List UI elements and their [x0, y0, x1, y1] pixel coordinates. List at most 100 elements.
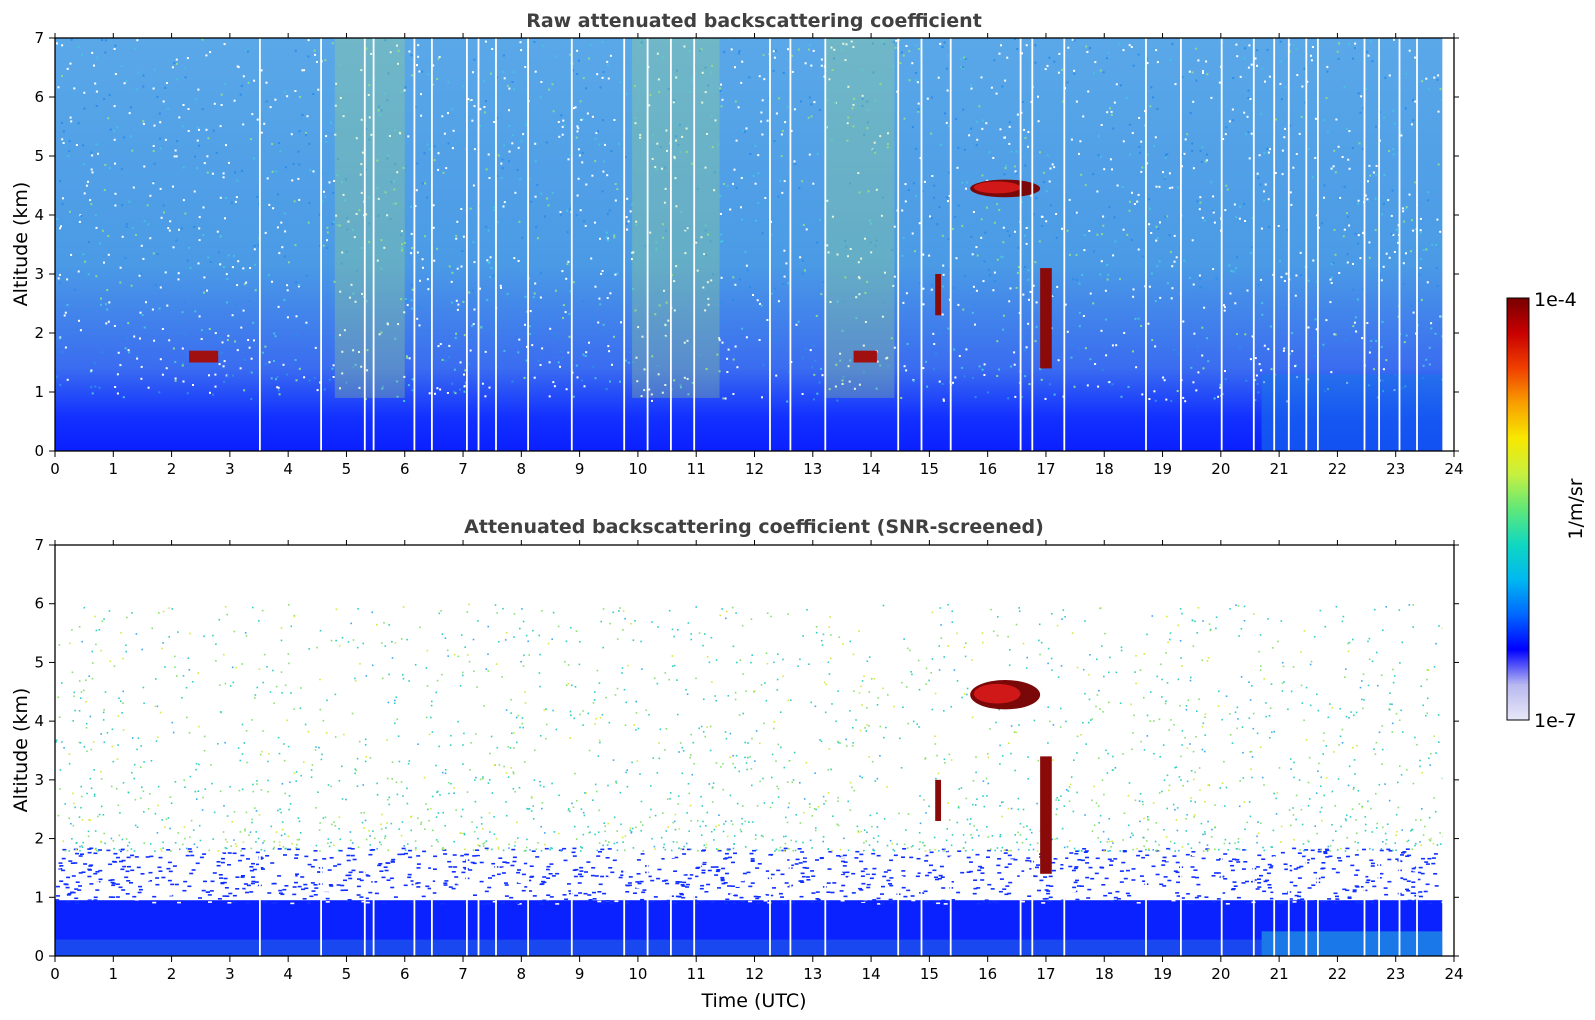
aerosol-speck [432, 868, 437, 870]
speckle [417, 55, 420, 58]
speckle [194, 310, 197, 313]
speckle [1073, 69, 1076, 72]
aerosol-speck [715, 870, 720, 873]
aerosol-speck [542, 876, 547, 878]
speckle [1159, 221, 1161, 224]
noise-speck [299, 832, 302, 834]
speckle [1016, 271, 1019, 274]
aerosol-speck [871, 873, 876, 876]
aerosol-speck [200, 851, 205, 854]
speckle [552, 315, 555, 318]
speckle [952, 381, 954, 384]
speckle [1212, 211, 1215, 214]
aerosol-speck [470, 861, 475, 864]
speckle [1102, 224, 1105, 227]
speckle [601, 270, 604, 272]
aerosol-speck [851, 897, 856, 900]
speckle [420, 93, 422, 96]
speckle [508, 109, 510, 112]
speckle [473, 148, 476, 151]
noise-speck [595, 717, 597, 720]
speckle [1016, 48, 1019, 50]
aerosol-speck [88, 869, 92, 871]
aerosol-speck [408, 856, 413, 859]
speckle [1024, 164, 1027, 167]
aerosol-speck [1345, 889, 1350, 892]
noise-speck [1219, 787, 1221, 789]
speckle [1025, 242, 1028, 245]
speckle [982, 119, 985, 122]
noise-speck [1278, 767, 1281, 769]
speckle [206, 171, 209, 174]
aerosol-speck [202, 874, 207, 876]
aerosol-speck [246, 858, 250, 860]
aerosol-speck [637, 882, 642, 885]
speckle [91, 171, 94, 174]
aerosol-speck [1355, 900, 1360, 902]
aerosol-speck [325, 901, 330, 903]
speckle [392, 202, 395, 205]
x-tick-label: 5 [342, 460, 352, 478]
speckle [675, 205, 678, 208]
noise-speck [516, 821, 518, 824]
noise-speck [1038, 639, 1040, 642]
speckle [551, 83, 554, 86]
speckle [782, 282, 785, 285]
noise-speck [408, 680, 410, 682]
aerosol-speck [88, 865, 93, 867]
speckle [1161, 323, 1164, 326]
aerosol-speck [1241, 894, 1246, 896]
speckle [743, 130, 746, 133]
aerosol-speck [1004, 866, 1009, 868]
speckle [355, 213, 358, 215]
speckle [57, 277, 60, 280]
speckle [114, 386, 117, 388]
aerosol-speck [1278, 900, 1283, 902]
speckle [975, 144, 978, 147]
speckle [207, 256, 210, 259]
speckle [841, 379, 844, 382]
aerosol-speck [881, 885, 885, 888]
aerosol-speck [702, 861, 707, 864]
speckle [594, 221, 596, 224]
noise-speck [799, 658, 801, 661]
speckle [119, 281, 122, 284]
aerosol-speck [1322, 865, 1327, 868]
speckle [663, 336, 666, 339]
speckle [332, 191, 335, 194]
noise-speck [1303, 849, 1305, 852]
speckle [1020, 201, 1023, 204]
speckle [249, 138, 252, 141]
speckle [566, 209, 568, 212]
speckle [679, 384, 682, 387]
speckle [1075, 253, 1078, 256]
speckle [209, 391, 211, 394]
speckle [384, 39, 387, 42]
backscatter-field-raw [55, 38, 1443, 451]
aerosol-speck [1155, 850, 1160, 852]
speckle [882, 301, 885, 304]
aerosol-speck [1109, 864, 1113, 866]
aerosol-speck [704, 892, 709, 895]
aerosol-speck [385, 862, 390, 864]
speckle [599, 303, 602, 306]
speckle [598, 143, 601, 146]
speckle [922, 367, 925, 370]
speckle [980, 76, 983, 79]
aerosol-speck [1242, 885, 1247, 887]
speckle [1146, 153, 1149, 156]
aerosol-speck [1261, 896, 1266, 899]
aerosol-speck [535, 856, 540, 858]
aerosol-speck [1431, 857, 1436, 859]
aerosol-speck [701, 869, 706, 872]
aerosol-speck [1010, 857, 1015, 860]
speckle [801, 357, 804, 360]
data-gaps-raw [259, 38, 1454, 451]
speckle [575, 364, 578, 367]
aerosol-speck [322, 898, 326, 901]
noise-speck [654, 848, 656, 850]
speckle [649, 94, 652, 97]
aerosol-speck [1358, 902, 1363, 905]
speckle [426, 143, 429, 146]
aerosol-speck [784, 882, 789, 884]
